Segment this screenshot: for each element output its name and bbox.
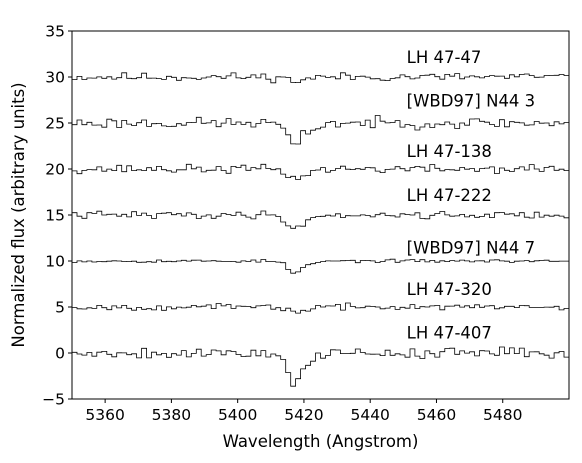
y-tick-label: 0 (55, 345, 65, 363)
y-axis-label: Normalized flux (arbitrary units) (9, 82, 28, 347)
y-tick-label: 15 (45, 207, 65, 225)
series-label: [WBD97] N44 7 (407, 239, 536, 258)
series-label: LH 47-138 (407, 142, 492, 161)
series-line (72, 346, 569, 387)
y-axis-ticks: −5 0 5 10 15 20 25 30 35 (42, 23, 72, 409)
y-tick-label: 5 (55, 299, 65, 317)
y-tick-label: 25 (45, 115, 65, 133)
series-line (72, 210, 569, 229)
series-line (72, 72, 569, 84)
x-tick-label: 5360 (85, 406, 124, 424)
series-label: [WBD97] N44 3 (407, 91, 536, 110)
series-line (72, 115, 569, 145)
series-label: LH 47-407 (407, 323, 492, 342)
y-tick-label: 10 (45, 253, 65, 271)
x-tick-label: 5440 (350, 406, 389, 424)
series-line (72, 163, 569, 180)
x-tick-label: 5460 (417, 406, 456, 424)
series-label: LH 47-320 (407, 280, 492, 299)
series-labels: LH 47-47 [WBD97] N44 3 LH 47-138 LH 47-222 [… (407, 48, 536, 342)
x-axis-label: Wavelength (Angstrom) (223, 432, 419, 451)
y-tick-label: −5 (42, 391, 65, 409)
series-line (72, 302, 569, 314)
y-tick-label: 35 (45, 23, 65, 41)
plot-lines (72, 72, 569, 387)
x-tick-label: 5480 (483, 406, 522, 424)
series-line (72, 258, 569, 274)
x-tick-label: 5420 (284, 406, 323, 424)
x-tick-label: 5400 (218, 406, 257, 424)
series-label: LH 47-222 (407, 186, 492, 205)
y-tick-label: 30 (45, 69, 65, 87)
series-label: LH 47-47 (407, 48, 482, 67)
x-tick-label: 5380 (152, 406, 191, 424)
y-tick-label: 20 (45, 161, 65, 179)
x-axis-ticks: 5360 5380 5400 5420 5440 5460 5480 (85, 399, 522, 424)
